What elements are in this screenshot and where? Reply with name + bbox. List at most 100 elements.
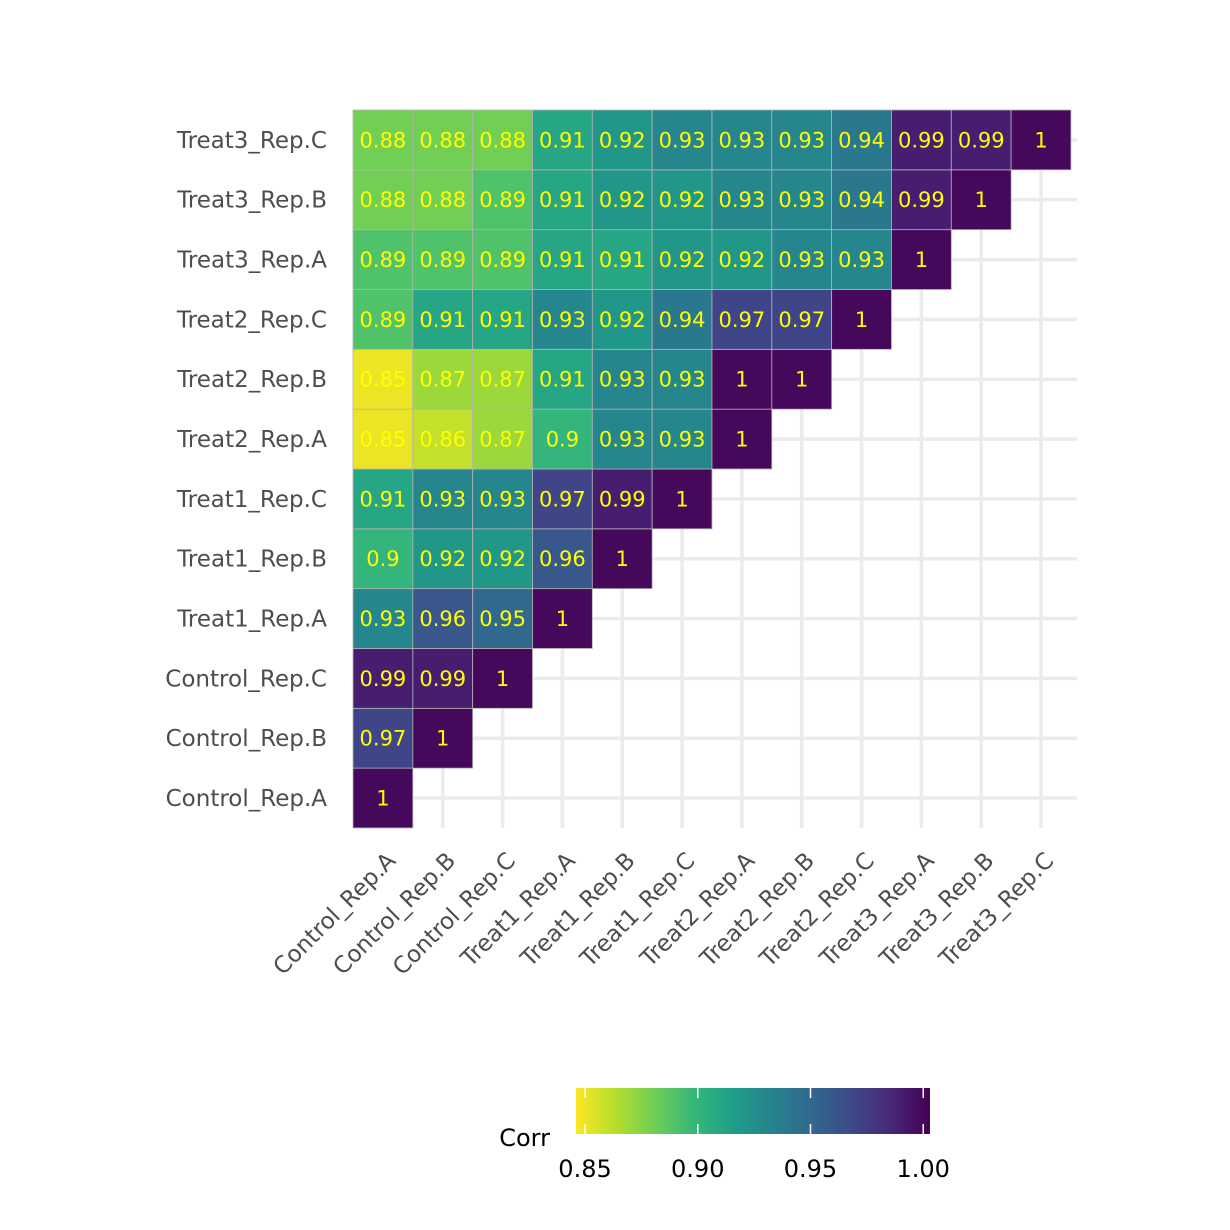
cell-value-label: 0.9	[366, 547, 399, 571]
heatmap-cell	[831, 169, 892, 231]
cell-value-label: 1	[675, 487, 688, 511]
cell-value-label: 0.93	[719, 188, 766, 212]
cell-value-label: 1	[376, 787, 389, 811]
y-tick-label: Treat2_Rep.B	[176, 367, 327, 393]
colorbar-tick-label: 0.85	[558, 1155, 611, 1183]
y-tick-label: Treat2_Rep.C	[176, 307, 327, 333]
cell-value-label: 0.96	[539, 547, 586, 571]
heatmap-cell	[771, 109, 833, 171]
cell-value-label: 0.94	[838, 188, 885, 212]
cell-value-label: 0.89	[360, 248, 407, 272]
cell-value-label: 1	[735, 428, 748, 452]
heatmap-cell	[472, 648, 533, 709]
heatmap-cell	[891, 229, 952, 290]
heatmap-cell	[532, 229, 593, 290]
cell-value-label: 0.87	[479, 368, 526, 392]
y-tick-label: Treat3_Rep.A	[176, 248, 327, 274]
heatmap-cell	[591, 468, 653, 530]
cell-value-label: 1	[915, 248, 928, 272]
y-tick-label: Treat1_Rep.C	[176, 487, 327, 513]
cell-value-label: 0.9	[546, 428, 579, 452]
cell-value-label: 1	[855, 308, 868, 332]
cell-value-label: 0.93	[838, 248, 885, 272]
heatmap-cell	[472, 468, 533, 530]
cell-value-label: 0.92	[659, 188, 706, 212]
cell-value-label: 0.99	[958, 128, 1005, 152]
cell-value-label: 0.93	[539, 308, 586, 332]
cell-value-label: 0.93	[778, 248, 825, 272]
cell-value-label: 0.91	[479, 308, 526, 332]
colorbar-tick-label: 0.90	[671, 1155, 724, 1183]
heatmap-cell	[591, 229, 653, 290]
cell-value-label: 1	[735, 368, 748, 392]
heatmap-cell	[711, 169, 773, 231]
cell-value-label: 0.85	[360, 368, 407, 392]
heatmap-cell	[532, 109, 593, 171]
cell-value-label: 0.93	[659, 128, 706, 152]
cell-value-label: 0.99	[898, 128, 945, 152]
cell-value-label: 0.95	[479, 607, 526, 631]
colorbar-legend: Corr 0.85 0.90 0.95 1.00	[499, 1088, 950, 1183]
cell-value-label: 0.93	[659, 368, 706, 392]
cell-value-label: 0.88	[479, 128, 526, 152]
colorbar-title: Corr	[499, 1124, 550, 1152]
cell-value-label: 0.92	[599, 308, 646, 332]
cell-value-label: 0.93	[778, 128, 825, 152]
heatmap-cell	[472, 528, 533, 590]
y-tick-label: Control_Rep.A	[166, 786, 328, 812]
x-axis-tick-labels: Control_Rep.AControl_Rep.BControl_Rep.CT…	[269, 848, 1060, 981]
cell-value-label: 0.89	[479, 188, 526, 212]
colorbar-tick-label: 1.00	[897, 1155, 950, 1183]
heatmap-cell	[651, 109, 713, 171]
heatmap-cell	[412, 289, 474, 350]
heatmap-cell	[591, 109, 653, 171]
cell-value-label: 0.97	[360, 727, 407, 751]
heatmap-cell	[591, 408, 653, 470]
cell-value-label: 0.97	[719, 308, 766, 332]
heatmap-cell	[651, 229, 713, 290]
heatmap-cell	[412, 468, 474, 530]
heatmap-cell	[352, 348, 414, 410]
heatmap-cell	[472, 229, 533, 290]
heatmap-cell	[352, 408, 414, 470]
heatmap-cell	[771, 348, 833, 410]
heatmap-cell	[532, 588, 593, 649]
heatmap-cell	[950, 109, 1012, 171]
heatmap-cell	[412, 169, 474, 231]
heatmap-cell	[711, 348, 773, 410]
colorbar-tick-label: 0.95	[784, 1155, 837, 1183]
cell-value-label: 0.97	[778, 308, 825, 332]
heatmap-cell	[352, 707, 414, 769]
heatmap-cell	[591, 348, 653, 410]
cell-value-label: 0.91	[539, 368, 586, 392]
heatmap-cell	[532, 468, 593, 530]
heatmap-cell	[472, 408, 533, 470]
cell-value-label: 0.96	[419, 607, 466, 631]
cell-value-label: 0.99	[898, 188, 945, 212]
heatmap-cell	[651, 408, 713, 470]
heatmap-cell	[591, 289, 653, 350]
cell-value-label: 1	[496, 667, 509, 691]
heatmap-cell	[352, 229, 414, 290]
heatmap-cell	[711, 109, 773, 171]
cell-value-label: 0.99	[419, 667, 466, 691]
heatmap-cell	[591, 528, 653, 590]
heatmap-cell	[831, 289, 892, 350]
heatmap-cell	[352, 588, 414, 649]
heatmap-cell	[1010, 109, 1072, 171]
heatmap-cell	[591, 169, 653, 231]
cell-value-label: 0.91	[599, 248, 646, 272]
cell-value-label: 0.93	[419, 487, 466, 511]
cell-value-label: 0.92	[599, 188, 646, 212]
cell-value-label: 0.87	[479, 428, 526, 452]
cell-value-label: 0.92	[419, 547, 466, 571]
cell-value-label: 0.92	[659, 248, 706, 272]
cell-value-label: 0.92	[599, 128, 646, 152]
heatmap-cell	[831, 109, 892, 171]
cell-value-label: 0.93	[659, 428, 706, 452]
heatmap-cell	[532, 169, 593, 231]
heatmap-cell	[711, 408, 773, 470]
cell-value-label: 1	[436, 727, 449, 751]
